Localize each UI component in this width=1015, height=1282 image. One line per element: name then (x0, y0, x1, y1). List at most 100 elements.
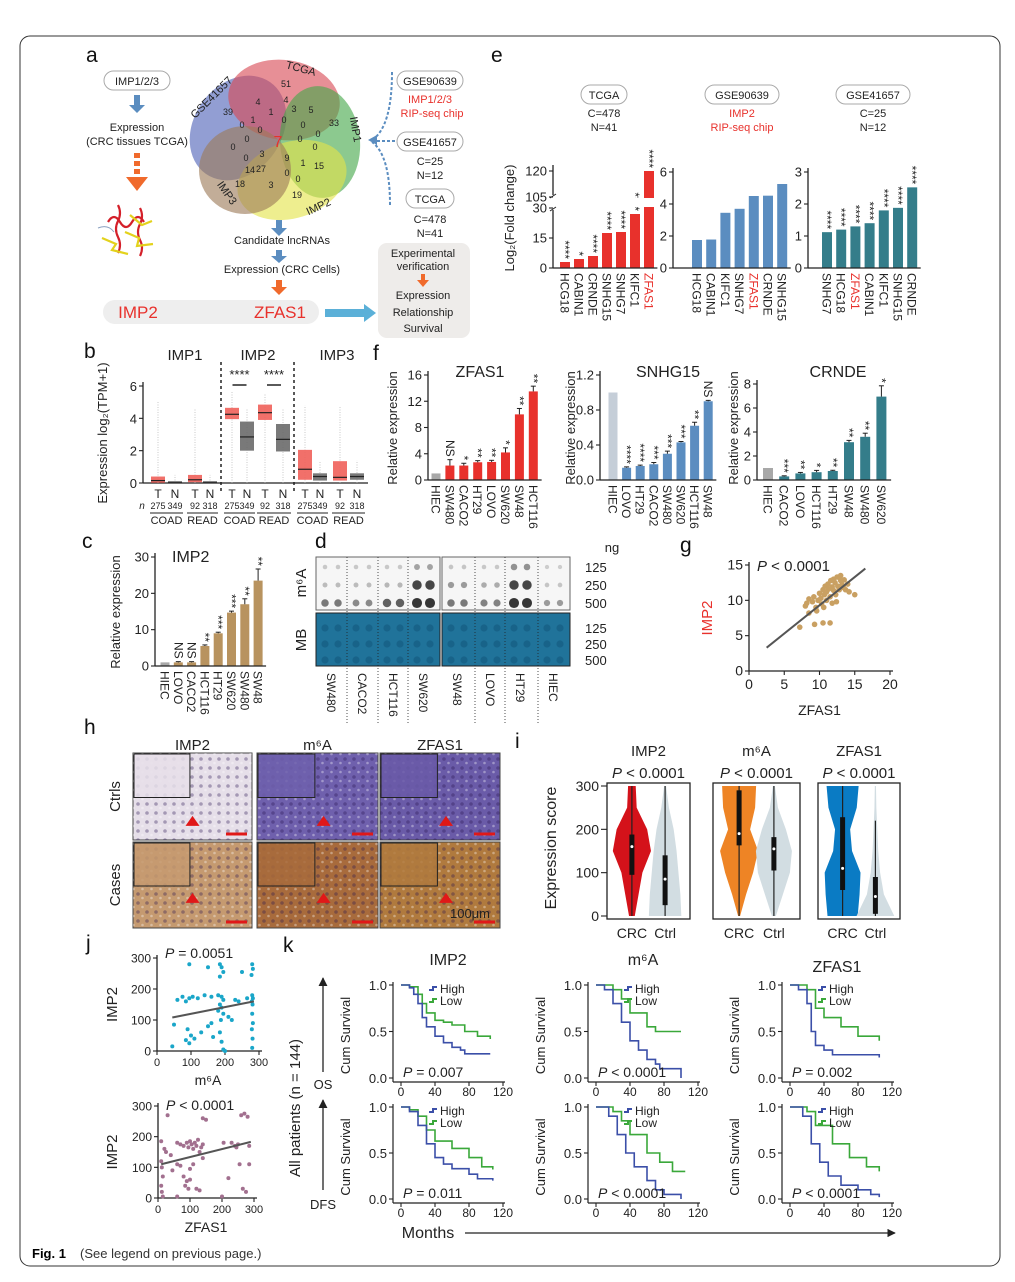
data-point (186, 1145, 191, 1150)
m6a-dot (397, 564, 403, 570)
bar-sw620 (501, 452, 510, 480)
data-point (159, 1183, 164, 1188)
bar-hct116 (528, 391, 538, 480)
mb-dot (396, 640, 404, 648)
bar-crnde (588, 256, 598, 268)
m6a-dot (494, 564, 500, 570)
p-value-annotation: P = 0.0051 (165, 945, 233, 961)
bar-caco2 (187, 662, 197, 666)
data-point (221, 1140, 226, 1145)
data-point (229, 1140, 234, 1145)
category-label: HCT116 (526, 485, 540, 529)
m6a-dot (335, 564, 341, 570)
data-point (194, 1143, 199, 1148)
data-point (204, 1117, 208, 1122)
category-label: CRNDE (761, 273, 775, 316)
p-value-annotation: P = 0.007 (403, 1064, 464, 1080)
y-tick-label: 8 (744, 377, 751, 392)
box-imp3-coad-t (298, 449, 312, 480)
venn-count: 4 (283, 95, 288, 105)
bar-hct116 (200, 646, 210, 666)
result-zfas1: ZFAS1 (254, 303, 306, 322)
y-tick-label: 1 (795, 229, 802, 244)
y-tick-label: 300 (132, 1100, 152, 1114)
significance-label: **** (863, 202, 877, 221)
mb-dot (543, 624, 551, 632)
legend-label: High (440, 1104, 465, 1118)
data-point (245, 996, 250, 1001)
significance-label: * (810, 463, 824, 468)
data-point (796, 624, 803, 630)
box-imp2-coad-t (225, 407, 239, 420)
category-label: SW480 (442, 485, 456, 525)
x-tick-label: 80 (462, 1085, 476, 1099)
panel-letter-c: c (82, 530, 93, 553)
m6a-dot (352, 599, 360, 607)
significance-label: ** (471, 448, 485, 458)
data-point (247, 1143, 252, 1148)
mb-dot (460, 640, 468, 648)
y-tick-label: 12 (408, 394, 422, 409)
y-tick-label: 0.5 (564, 1025, 582, 1040)
y-axis-label: IMP2 (104, 1134, 121, 1169)
group-label: Ctrl (763, 925, 785, 941)
months-label: Months (402, 1225, 454, 1242)
dataset-detail: N=41 (417, 228, 444, 240)
category-label: HCG18 (834, 273, 848, 313)
y-tick-label: 0.0 (564, 1192, 582, 1207)
panel-letter-j: j (85, 932, 91, 955)
mb-dot (426, 656, 434, 664)
venn-count: 18 (235, 179, 245, 189)
cohort-label: COAD (151, 515, 183, 527)
bar-crnde (763, 195, 773, 268)
significance-label: **** (620, 445, 634, 464)
legend-swatch (818, 1120, 826, 1125)
significance-label: **** (600, 211, 614, 230)
x-tick-label: 120 (882, 1085, 902, 1099)
group-label: Ctrl (865, 925, 887, 941)
significance-label: NS (443, 440, 457, 457)
column-title: IMP2 (175, 737, 210, 754)
venn-count: 1 (300, 158, 305, 168)
ihc-inset (380, 842, 438, 887)
p-value: < 0.0001 (730, 765, 793, 782)
x-tick-label: 300 (250, 1057, 268, 1069)
bar-sw620 (227, 612, 236, 666)
mb-dot (493, 640, 501, 648)
legend-swatch (818, 986, 826, 991)
significance-label: ** (512, 396, 526, 406)
bar-ht29 (827, 471, 838, 480)
data-point (178, 1142, 183, 1147)
mb-dot (523, 656, 531, 664)
box-imp1-read-t (188, 474, 202, 483)
bar-snhg15 (602, 233, 612, 268)
group-n-label: 275 (224, 501, 239, 511)
os-label: OS (314, 1077, 333, 1092)
y-tick-label: 0 (130, 476, 137, 491)
y-tick-label: 16 (408, 368, 422, 383)
dataset-header: TCGA (589, 90, 620, 102)
km-curve-low (401, 1106, 494, 1170)
data-point (217, 1002, 222, 1007)
mb-dot (334, 656, 342, 664)
significance-label: NS (185, 642, 199, 659)
amount-label: 500 (585, 596, 607, 611)
data-point (160, 1194, 165, 1199)
x-tick-label: 5 (780, 676, 788, 692)
data-point (159, 1189, 164, 1194)
mb-dot (523, 624, 531, 632)
y-axis-label: Log₂(Fold change) (502, 165, 517, 272)
y-tick-label: 20 (135, 586, 149, 601)
n-label: n (139, 501, 145, 512)
m6a-dot (397, 582, 403, 588)
bar-snhg7 (616, 232, 626, 268)
bar-hiec (608, 392, 618, 480)
legend-label: Low (829, 1116, 851, 1130)
m6a-dot (411, 597, 423, 609)
data-point (829, 600, 835, 606)
data-point (244, 1189, 248, 1194)
significance-label: *** (660, 434, 674, 448)
category-label: SW620 (498, 485, 512, 525)
